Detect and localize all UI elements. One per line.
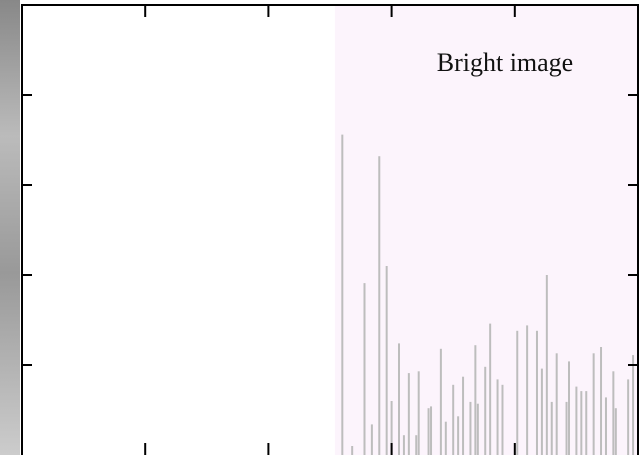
bar: [540, 368, 543, 455]
bar: [604, 397, 607, 455]
bar: [489, 323, 492, 455]
bar: [427, 408, 430, 455]
marks: [334, 5, 638, 455]
bar: [407, 373, 410, 455]
bar: [585, 391, 588, 455]
bar: [474, 345, 477, 455]
bar: [545, 275, 548, 455]
plot-frame: [21, 4, 639, 455]
bar: [550, 401, 553, 455]
bar: [627, 379, 630, 455]
bar: [341, 134, 344, 455]
bar: [568, 361, 571, 455]
bar: [430, 406, 433, 455]
bar: [378, 156, 381, 455]
bar: [555, 353, 558, 455]
image-strip: [0, 0, 20, 455]
bar: [469, 401, 472, 455]
annotation: Bright image: [437, 48, 573, 77]
bar: [402, 435, 405, 455]
bar: [501, 384, 504, 455]
bar: [444, 421, 447, 455]
bar: [575, 386, 578, 455]
bar: [592, 353, 595, 455]
bar: [580, 391, 583, 455]
bar: [370, 424, 373, 455]
bar: [351, 446, 354, 455]
bar: [516, 330, 519, 455]
bar: [452, 384, 455, 455]
bar: [397, 343, 400, 455]
bar: [476, 403, 479, 455]
bar: [390, 401, 393, 455]
shaded-region: [334, 5, 638, 455]
bar: [565, 401, 568, 455]
bar: [526, 325, 529, 455]
bar: [417, 371, 420, 455]
bar: [462, 376, 465, 455]
bar: [484, 366, 487, 455]
bar: [496, 379, 499, 455]
bar: [632, 355, 635, 455]
bar: [415, 435, 418, 455]
bar: [457, 416, 460, 455]
bar: [614, 408, 617, 455]
bar: [385, 266, 388, 455]
bar: [363, 283, 366, 455]
bar: [612, 371, 615, 455]
bar: [439, 348, 442, 455]
bar: [600, 347, 603, 455]
bar: [535, 330, 538, 455]
